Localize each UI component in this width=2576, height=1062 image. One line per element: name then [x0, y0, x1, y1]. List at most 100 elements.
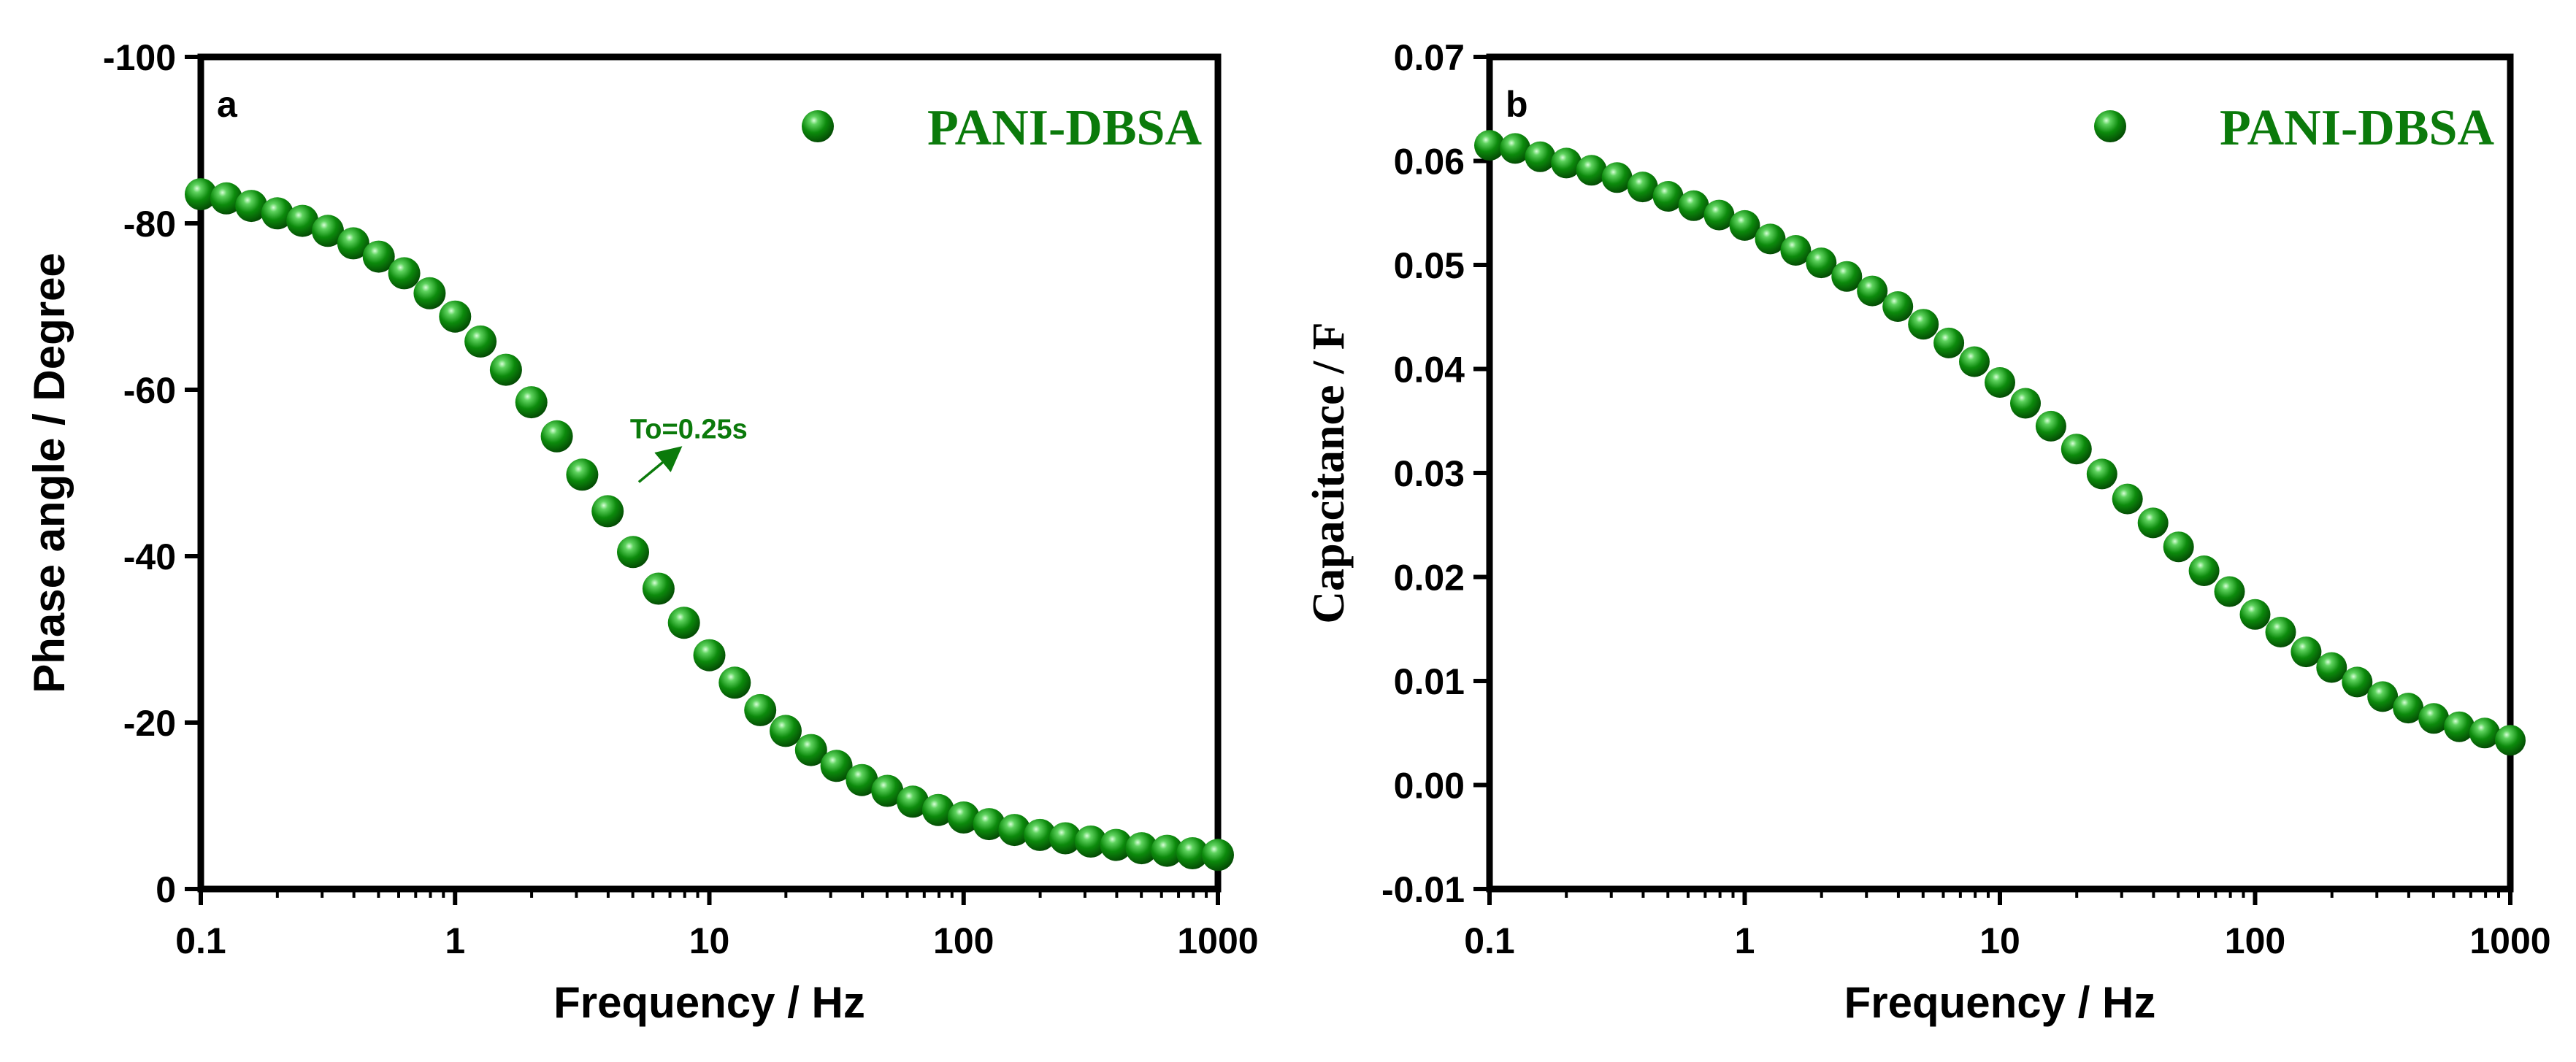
data-point — [1049, 822, 1082, 855]
data-point — [2112, 483, 2143, 515]
data-point — [2137, 507, 2169, 539]
data-point — [2061, 434, 2092, 465]
data-point — [1678, 190, 1709, 221]
data-point — [1729, 209, 1760, 241]
data-point — [1500, 133, 1531, 164]
data-point — [794, 734, 827, 766]
data-point — [1857, 275, 1888, 307]
x-tick-label: 100 — [933, 920, 994, 961]
y-tick-label: 0.01 — [1394, 661, 1465, 702]
data-point — [947, 801, 980, 834]
data-point — [1024, 818, 1057, 851]
data-point — [1806, 247, 1837, 279]
x-tick-label: 10 — [1979, 920, 2020, 961]
data-point — [464, 325, 497, 358]
y-axis-label: Phase angle / Degree — [25, 253, 74, 693]
chart-panel-a: 0.1 1 10 100 1000 0 -20 -40 -60 -80 -100 Frequency … — [25, 37, 1259, 1027]
data-point — [1525, 141, 1556, 172]
x-tick-label: 1000 — [2469, 920, 2550, 961]
data-point — [2035, 410, 2066, 442]
data-point — [693, 639, 726, 672]
data-point — [1831, 261, 1863, 292]
data-point — [820, 750, 853, 782]
y-tick-label: 0.06 — [1394, 142, 1465, 182]
data-point — [1074, 826, 1107, 858]
data-point — [1780, 235, 1812, 266]
data-point — [2469, 717, 2500, 749]
data-series — [1474, 130, 2526, 756]
data-point — [2239, 599, 2271, 630]
data-point — [235, 190, 268, 223]
y-tick-label: 0.05 — [1394, 245, 1465, 286]
chart-panel-b: 0.1 1 10 100 1000 -0.01 0.00 0.01 0.02 0.03 0.04 0.… — [1304, 37, 2551, 1027]
data-point — [2316, 652, 2347, 683]
data-point — [2495, 725, 2526, 756]
data-point — [1100, 828, 1132, 861]
data-point — [566, 458, 599, 491]
y-tick-label: -20 — [123, 703, 176, 744]
data-point — [744, 693, 777, 726]
data-point — [1474, 130, 1505, 161]
y-tick-label: 0.02 — [1394, 558, 1465, 599]
data-point — [540, 420, 573, 453]
x-tick-label: 1 — [445, 920, 465, 961]
data-series — [185, 178, 1234, 871]
data-point — [2265, 617, 2296, 647]
y-tick-label: 0.04 — [1394, 350, 1465, 390]
x-tick-label: 1000 — [1177, 920, 1258, 961]
data-point — [2291, 636, 2322, 668]
data-point — [1652, 181, 1684, 212]
x-axis-label: Frequency / Hz — [1844, 978, 2156, 1027]
data-point — [2418, 703, 2450, 734]
data-point — [2214, 576, 2245, 607]
y-tick-label: 0.03 — [1394, 453, 1465, 494]
x-tick-label: 0.1 — [1464, 920, 1515, 961]
annotation-label: To=0.25s — [630, 414, 748, 445]
data-point — [1908, 309, 1939, 340]
data-point — [2367, 681, 2399, 712]
data-point — [515, 386, 548, 419]
legend-label: PANI-DBSA — [2220, 100, 2494, 156]
data-point — [2444, 711, 2475, 742]
x-axis-label: Frequency / Hz — [553, 978, 865, 1027]
y-tick-label: -80 — [123, 204, 176, 245]
data-point — [2342, 666, 2373, 698]
data-point — [617, 536, 649, 569]
legend-marker — [2094, 110, 2126, 142]
data-point — [413, 277, 446, 309]
data-point — [1627, 172, 1658, 203]
y-tick-label: 0.00 — [1394, 766, 1465, 807]
data-point — [2010, 388, 2041, 419]
legend-marker — [802, 110, 834, 142]
data-point — [642, 572, 675, 605]
panel-letter: b — [1506, 84, 1528, 125]
data-point — [846, 763, 878, 796]
data-point — [1176, 837, 1209, 869]
x-tick-label: 100 — [2225, 920, 2285, 961]
data-point — [2086, 458, 2117, 490]
data-point — [1576, 155, 1607, 186]
data-point — [1202, 839, 1234, 871]
data-point — [210, 182, 242, 215]
y-tick-label: -60 — [123, 370, 176, 411]
data-point — [1985, 367, 2015, 398]
legend: PANI-DBSA — [802, 100, 1202, 156]
legend: PANI-DBSA — [2094, 100, 2494, 156]
data-point — [871, 774, 904, 807]
data-point — [1882, 291, 1914, 322]
panel-letter: a — [217, 84, 238, 125]
data-point — [388, 257, 421, 290]
data-point — [1151, 834, 1184, 867]
data-point — [185, 178, 217, 211]
y-tick-label: -100 — [103, 37, 176, 78]
data-point — [1959, 346, 1990, 377]
data-point — [312, 215, 344, 247]
legend-label: PANI-DBSA — [927, 100, 1202, 156]
data-point — [897, 785, 929, 818]
data-point — [1551, 147, 1582, 179]
data-point — [973, 808, 1005, 841]
y-tick-label: -40 — [123, 536, 176, 577]
plot-frame — [197, 53, 1222, 893]
y-tick-label: -0.01 — [1381, 869, 1465, 910]
